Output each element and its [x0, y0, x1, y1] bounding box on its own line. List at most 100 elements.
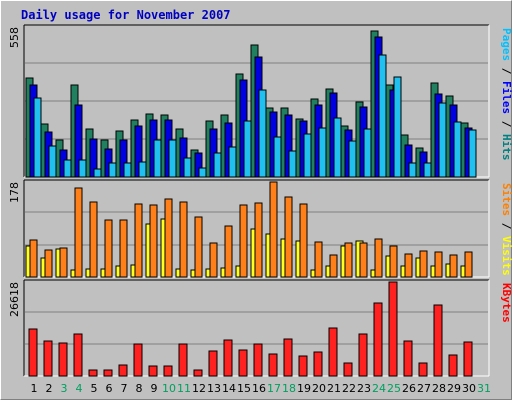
bar-kbytes-day-9 [148, 365, 158, 377]
bar-sites-day-14 [224, 225, 233, 278]
bar-kbytes-day-8 [133, 343, 143, 377]
x-tick-label-day-4: 4 [76, 382, 83, 395]
x-tick-label-day-9: 9 [151, 382, 158, 395]
y-axis-label-part: / [500, 114, 512, 134]
x-tick-label-day-30: 30 [462, 382, 476, 395]
bar-sites-day-2 [44, 249, 53, 278]
bar-sites-day-8 [134, 203, 143, 278]
x-tick-label-day-31: 31 [477, 382, 491, 395]
bar-pages-day-24 [378, 54, 387, 178]
bar-kbytes-day-19 [298, 355, 308, 377]
bar-pages-day-9 [153, 139, 162, 178]
x-tick-label-day-14: 14 [222, 382, 236, 395]
y-axis-label-part: Files [500, 81, 512, 114]
bar-sites-day-10 [164, 198, 173, 278]
bar-kbytes-day-30 [463, 341, 473, 377]
x-tick-label-day-28: 28 [432, 382, 446, 395]
bar-pages-day-25 [393, 76, 402, 178]
y-max-label: 558 [8, 27, 21, 48]
y-axis-label-part: Visits [500, 236, 512, 276]
bar-kbytes-day-14 [223, 339, 233, 377]
bar-pages-day-7 [123, 162, 132, 178]
x-tick-label-day-3: 3 [61, 382, 68, 395]
bar-kbytes-day-6 [103, 369, 113, 377]
x-tick-label-day-18: 18 [282, 382, 296, 395]
bar-sites-day-16 [254, 202, 263, 278]
bar-pages-day-26 [408, 162, 417, 178]
bar-kbytes-day-29 [448, 354, 458, 377]
x-tick-label-day-7: 7 [121, 382, 128, 395]
x-tick-label-day-26: 26 [402, 382, 416, 395]
bar-kbytes-day-16 [253, 343, 263, 377]
x-tick-label-day-17: 17 [267, 382, 281, 395]
bar-sites-day-4 [74, 187, 83, 278]
bar-kbytes-day-11 [178, 343, 188, 377]
bar-pages-day-6 [108, 162, 117, 178]
x-tick-label-day-6: 6 [106, 382, 113, 395]
bar-pages-day-17 [273, 136, 282, 178]
bar-pages-day-3 [63, 159, 72, 178]
bar-pages-day-28 [438, 102, 447, 178]
x-tick-label-day-16: 16 [252, 382, 266, 395]
bar-pages-day-4 [78, 159, 87, 178]
x-tick-label-day-5: 5 [91, 382, 98, 395]
y-axis-label-part: Pages [500, 28, 512, 61]
bar-sites-day-23 [359, 242, 368, 278]
y-axis-label-hits: Pages / Files / Hits [500, 28, 512, 161]
x-tick-label-day-27: 27 [417, 382, 431, 395]
bar-sites-day-30 [464, 251, 473, 278]
bar-kbytes-day-4 [73, 333, 83, 377]
y-axis-label-part: Hits [500, 134, 512, 161]
bar-pages-day-27 [423, 162, 432, 178]
x-tick-label-day-24: 24 [372, 382, 386, 395]
bar-sites-day-6 [104, 219, 113, 278]
bar-sites-day-1 [29, 239, 38, 278]
bar-sites-day-5 [89, 201, 98, 278]
bar-sites-day-18 [284, 196, 293, 278]
x-tick-label-day-22: 22 [342, 382, 356, 395]
bar-pages-day-12 [198, 167, 207, 178]
x-tick-label-day-29: 29 [447, 382, 461, 395]
y-axis-label-kbytes: KBytes [500, 283, 512, 323]
bar-pages-day-19 [303, 133, 312, 178]
x-tick-label-day-13: 13 [207, 382, 221, 395]
bar-kbytes-day-20 [313, 351, 323, 377]
x-tick-label-day-15: 15 [237, 382, 251, 395]
bar-sites-day-24 [374, 238, 383, 278]
bar-sites-day-21 [329, 254, 338, 278]
bar-sites-day-26 [404, 253, 413, 278]
bar-kbytes-day-1 [28, 328, 38, 377]
bar-sites-day-20 [314, 241, 323, 278]
bar-kbytes-day-25 [388, 281, 398, 377]
bar-kbytes-day-10 [163, 365, 173, 377]
bar-pages-day-23 [363, 128, 372, 178]
x-tick-label-day-2: 2 [46, 382, 53, 395]
bar-kbytes-day-2 [43, 340, 53, 377]
bar-pages-day-13 [213, 152, 222, 178]
bar-kbytes-day-23 [358, 333, 368, 377]
bar-kbytes-day-28 [433, 304, 443, 377]
bar-sites-day-13 [209, 242, 218, 278]
x-tick-label-day-12: 12 [192, 382, 206, 395]
bar-sites-day-3 [59, 247, 68, 278]
bar-sites-day-9 [149, 204, 158, 278]
y-axis-label-sites: Sites / Visits [500, 183, 512, 276]
bar-pages-day-20 [318, 127, 327, 178]
bar-pages-day-5 [93, 168, 102, 178]
bar-pages-day-1 [33, 97, 42, 178]
bar-pages-day-10 [168, 139, 177, 178]
bar-kbytes-day-24 [373, 302, 383, 377]
bar-sites-day-15 [239, 204, 248, 278]
x-tick-label-day-19: 19 [297, 382, 311, 395]
chart-title: Daily usage for November 2007 [21, 8, 231, 22]
y-axis-label-part: / [500, 216, 512, 236]
bar-pages-day-11 [183, 157, 192, 178]
y-max-label: 26618 [8, 282, 21, 317]
bar-pages-day-30 [468, 129, 477, 178]
x-tick-label-day-10: 10 [162, 382, 176, 395]
bar-kbytes-day-21 [328, 327, 338, 377]
bar-kbytes-day-13 [208, 350, 218, 377]
y-axis-label-part: Sites [500, 183, 512, 216]
bar-kbytes-day-17 [268, 353, 278, 377]
